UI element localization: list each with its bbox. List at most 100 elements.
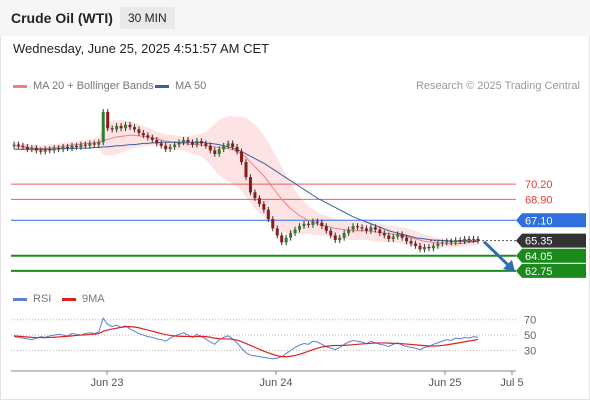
candle-body xyxy=(476,238,480,241)
candle-body xyxy=(356,226,360,228)
candle xyxy=(458,237,462,245)
candle xyxy=(79,141,83,150)
candle xyxy=(52,145,56,154)
candle xyxy=(400,231,404,241)
candle xyxy=(217,146,221,157)
candle-body xyxy=(248,177,252,193)
x-axis: Jun 23 Jun 24 Jun 25 Jul 5 xyxy=(11,370,524,389)
candle-body xyxy=(12,144,16,146)
candle xyxy=(436,240,440,249)
level-label-64.05: 64.05 xyxy=(525,251,553,263)
forecast-arrow-shaft xyxy=(482,240,510,267)
candle-body xyxy=(88,143,92,146)
candle xyxy=(360,224,364,232)
candles xyxy=(12,109,480,253)
candle xyxy=(293,226,297,236)
candle-body xyxy=(101,111,105,143)
candle xyxy=(414,240,418,249)
candle xyxy=(248,174,252,196)
candle-body xyxy=(396,234,400,237)
candle-body xyxy=(369,227,373,231)
candle-body xyxy=(454,240,458,243)
legend-rsi: RSI xyxy=(13,293,51,305)
level-label-65.35: 65.35 xyxy=(525,236,553,248)
candle-body xyxy=(257,198,261,204)
candle xyxy=(387,232,391,242)
candle-body xyxy=(34,148,38,151)
candle xyxy=(16,141,20,149)
candle xyxy=(315,218,319,226)
level-label-68.90: 68.90 xyxy=(525,194,553,206)
candle xyxy=(329,227,333,239)
interval-button[interactable]: 30 MIN xyxy=(120,7,175,29)
candle xyxy=(155,137,159,147)
candle xyxy=(351,223,355,233)
candle-body xyxy=(30,148,34,150)
candle-body xyxy=(298,226,302,230)
candle-body xyxy=(137,129,141,133)
candle-body xyxy=(364,228,368,231)
research-credit: Research © 2025 Trading Central xyxy=(415,80,580,92)
candle xyxy=(231,140,235,150)
candle xyxy=(30,145,34,153)
candle xyxy=(338,234,342,243)
rsi-legend-label: RSI xyxy=(33,293,52,305)
candle-body xyxy=(387,235,391,239)
candle-body xyxy=(436,243,440,246)
candle xyxy=(378,226,382,236)
candle-body xyxy=(52,148,56,151)
candle-body xyxy=(293,229,297,234)
candle-body xyxy=(124,124,128,129)
candle-body xyxy=(414,243,418,246)
candle-body xyxy=(342,233,346,238)
bollinger-bands xyxy=(14,116,478,249)
candle-body xyxy=(168,146,172,150)
chart-header: Crude Oil (WTI) 30 MIN xyxy=(0,0,590,36)
candle-body xyxy=(150,137,154,140)
candle xyxy=(266,206,270,223)
candle xyxy=(177,139,181,148)
candle xyxy=(159,140,163,149)
candle-body xyxy=(173,144,177,147)
candle xyxy=(110,125,114,133)
candle xyxy=(396,231,400,240)
ma20-legend-label: MA 20 + Bollinger Bands xyxy=(33,80,154,92)
candle xyxy=(405,234,409,245)
candle xyxy=(88,140,92,149)
candle xyxy=(262,201,266,213)
candle-body xyxy=(266,209,270,220)
candle-body xyxy=(440,242,444,244)
candle-body xyxy=(467,238,471,241)
ma9-legend-label: 9MA xyxy=(82,293,105,305)
candle-body xyxy=(373,227,377,230)
candle xyxy=(369,224,373,234)
candle-body xyxy=(382,233,386,236)
level-tag-bg xyxy=(516,213,586,228)
candle-body xyxy=(79,144,83,147)
candle-body xyxy=(182,139,186,143)
legend-ma20: MA 20 + Bollinger Bands xyxy=(13,80,154,92)
candle-body xyxy=(141,132,145,136)
candle xyxy=(146,132,150,141)
rsi-swatch xyxy=(13,297,27,301)
candle xyxy=(204,140,208,149)
candle xyxy=(445,238,449,246)
candle xyxy=(101,109,105,146)
candle-body xyxy=(275,228,279,236)
candle xyxy=(306,220,310,228)
candle xyxy=(150,134,154,143)
candle xyxy=(92,140,96,148)
x-tick-label: Jun 23 xyxy=(90,377,123,389)
candle xyxy=(39,147,43,155)
candle xyxy=(472,236,476,243)
rsi-level-label: 50 xyxy=(524,330,536,342)
candle-body xyxy=(347,229,351,234)
candle-body xyxy=(132,127,136,130)
candle xyxy=(257,195,261,207)
candle xyxy=(463,236,467,245)
candle xyxy=(21,142,25,150)
rsi-level-label: 70 xyxy=(524,315,536,327)
candle-body xyxy=(164,145,168,150)
candle-body xyxy=(271,219,275,229)
